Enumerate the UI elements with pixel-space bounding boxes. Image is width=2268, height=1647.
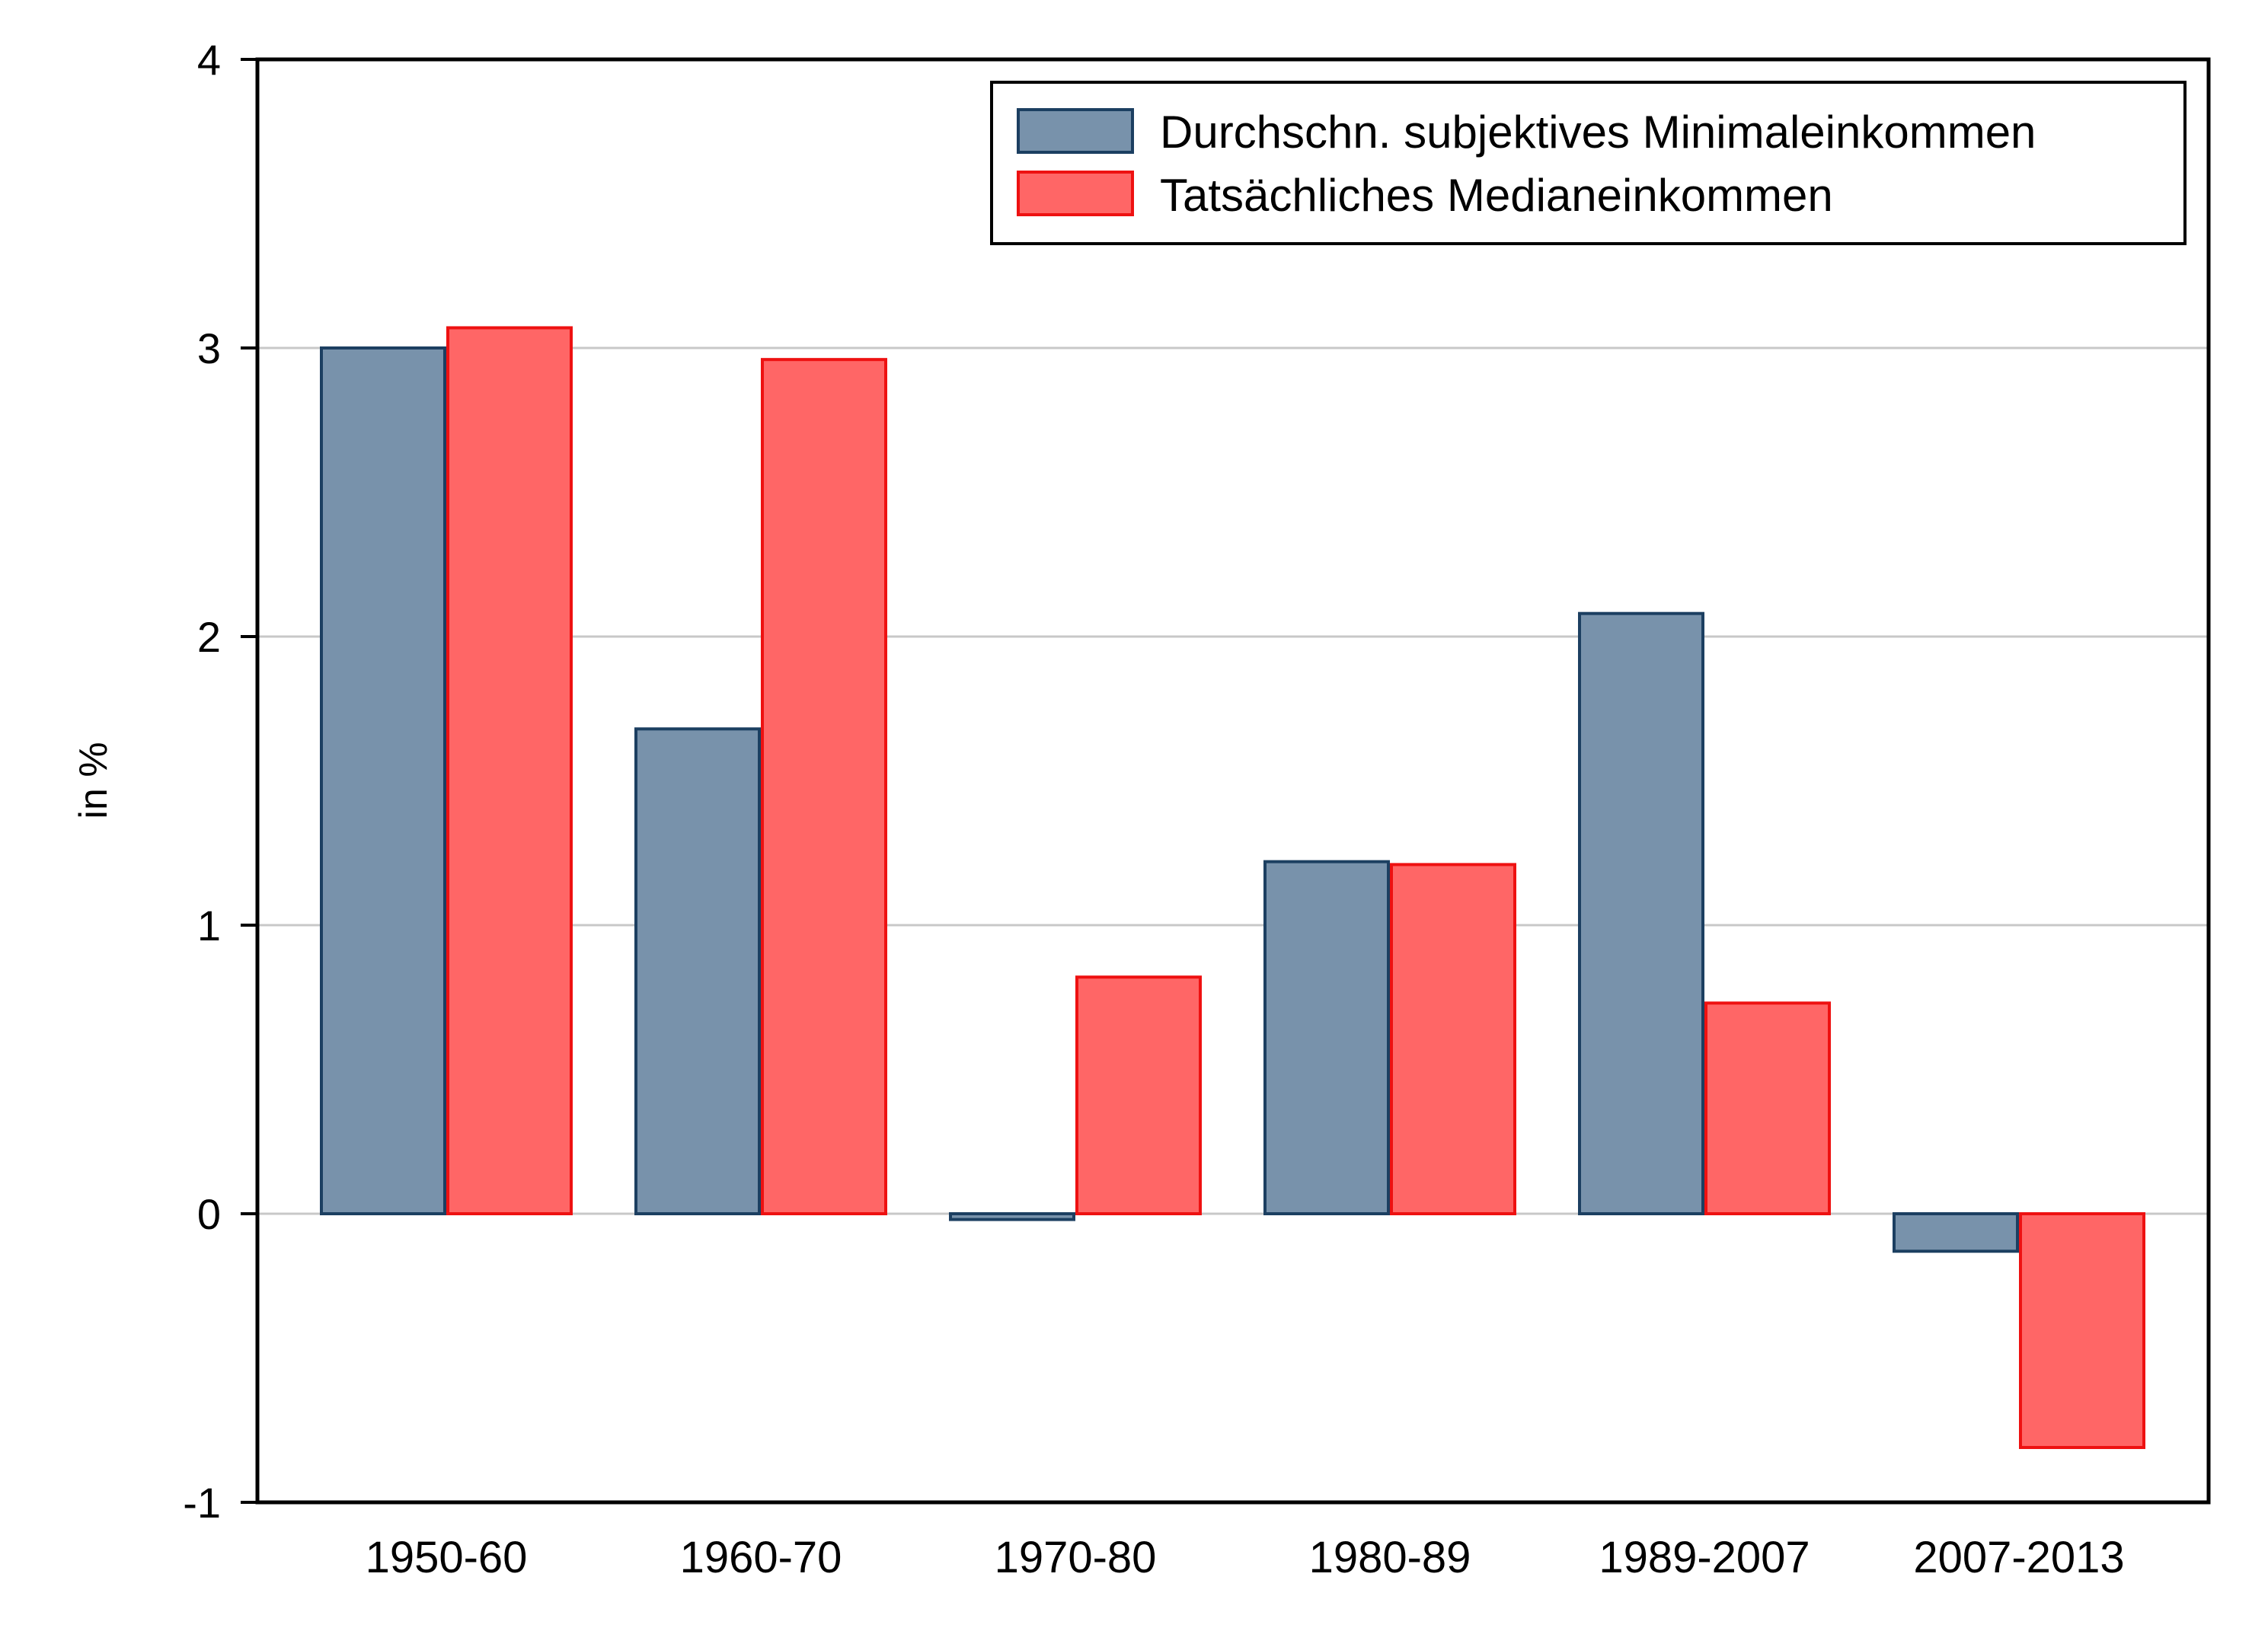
x-tick-label: 1980-89: [1309, 1533, 1471, 1582]
legend-box: [990, 81, 2187, 245]
bar-1-1950-60: [320, 346, 446, 1215]
bar-2-2007-2013: [2019, 1212, 2145, 1449]
bar-1-1989-2007: [1578, 611, 1704, 1215]
y-tick-label: 1: [197, 902, 221, 950]
bars: [320, 326, 2145, 1449]
plot-frame: [255, 57, 2211, 1505]
legend: Durchschn. subjektives Minimaleinkommen …: [990, 81, 2187, 245]
x-tick-label: 1960-70: [680, 1533, 842, 1582]
x-axis: 1950-60 1960-70 1970-80 1980-89 1989-2007 200…: [366, 1533, 2125, 1582]
legend-label-series-2: Tatsächliches Medianeinkommen: [1160, 170, 1833, 221]
y-axis: -1 0 1 2 3 4: [183, 36, 257, 1527]
x-tick-label: 1950-60: [366, 1533, 528, 1582]
x-tick-label: 1989-2007: [1599, 1533, 1810, 1582]
legend-swatch-series-2: [1017, 171, 1134, 216]
y-axis-title: in %: [72, 742, 116, 819]
bar-1-1970-80: [949, 1212, 1075, 1221]
bar-1-2007-2013: [1893, 1212, 2019, 1253]
bar-1-1960-70: [634, 727, 761, 1215]
bar-1-1980-89: [1263, 860, 1390, 1215]
x-tick-label: 1970-80: [995, 1533, 1157, 1582]
y-tick-label: -1: [183, 1479, 221, 1527]
y-tick-label: 4: [197, 36, 221, 84]
y-tick-label: 2: [197, 613, 221, 661]
y-tick-label: 3: [197, 324, 221, 372]
bar-2-1989-2007: [1704, 1001, 1831, 1215]
bar-2-1960-70: [761, 358, 887, 1215]
x-tick-label: 2007-2013: [1913, 1533, 2124, 1582]
legend-swatch-series-1: [1017, 108, 1134, 154]
legend-label-series-1: Durchschn. subjektives Minimaleinkommen: [1160, 107, 2036, 158]
gridlines: [257, 346, 2209, 1215]
bar-2-1950-60: [446, 326, 573, 1216]
bar-2-1980-89: [1390, 863, 1516, 1216]
bar-2-1970-80: [1075, 975, 1202, 1215]
y-tick-label: 0: [197, 1190, 221, 1238]
